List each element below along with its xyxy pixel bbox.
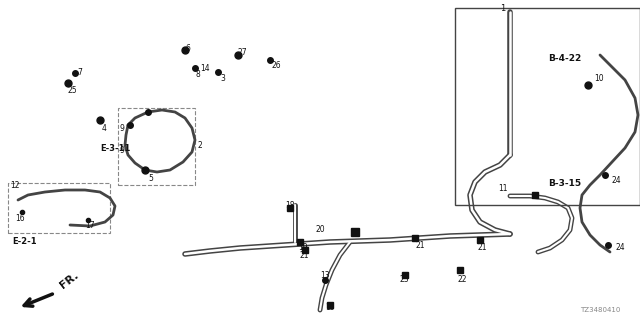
Text: 24: 24	[612, 175, 621, 185]
Text: 19: 19	[298, 244, 308, 252]
Text: 25: 25	[68, 85, 77, 94]
Text: 14: 14	[200, 63, 210, 73]
Text: 6: 6	[186, 44, 191, 52]
Text: 9: 9	[120, 146, 125, 155]
Text: 8: 8	[196, 69, 201, 78]
Text: B-3-15: B-3-15	[548, 179, 581, 188]
Text: 21: 21	[415, 241, 424, 250]
Text: 16: 16	[15, 213, 24, 222]
Text: 15: 15	[325, 303, 335, 313]
Text: 23: 23	[400, 276, 410, 284]
Text: FR.: FR.	[58, 270, 81, 291]
Text: E-2-1: E-2-1	[12, 237, 36, 246]
Text: 10: 10	[594, 74, 604, 83]
Text: 27: 27	[238, 47, 248, 57]
Text: 26: 26	[272, 60, 282, 69]
Bar	[8, 183, 110, 233]
Text: 18: 18	[285, 201, 294, 210]
Bar	[455, 8, 640, 205]
Text: 11: 11	[498, 183, 508, 193]
Text: E-3-11: E-3-11	[100, 143, 131, 153]
Text: 12: 12	[10, 180, 19, 189]
Text: 4: 4	[102, 124, 107, 132]
Text: TZ3480410: TZ3480410	[580, 307, 620, 313]
Text: 7: 7	[77, 68, 82, 76]
Text: 3: 3	[220, 74, 225, 83]
Text: 24: 24	[615, 244, 625, 252]
Text: B-4-22: B-4-22	[548, 53, 581, 62]
Text: 21: 21	[300, 251, 310, 260]
Text: 21: 21	[478, 244, 488, 252]
Text: 20: 20	[316, 226, 325, 235]
Text: 22: 22	[458, 276, 467, 284]
Text: 5: 5	[148, 173, 153, 182]
Text: 9: 9	[120, 124, 125, 132]
Text: 2: 2	[198, 140, 203, 149]
Text: 13: 13	[320, 270, 330, 279]
Text: 1: 1	[500, 4, 506, 12]
Bar	[118, 108, 195, 185]
Text: 17: 17	[85, 220, 95, 229]
